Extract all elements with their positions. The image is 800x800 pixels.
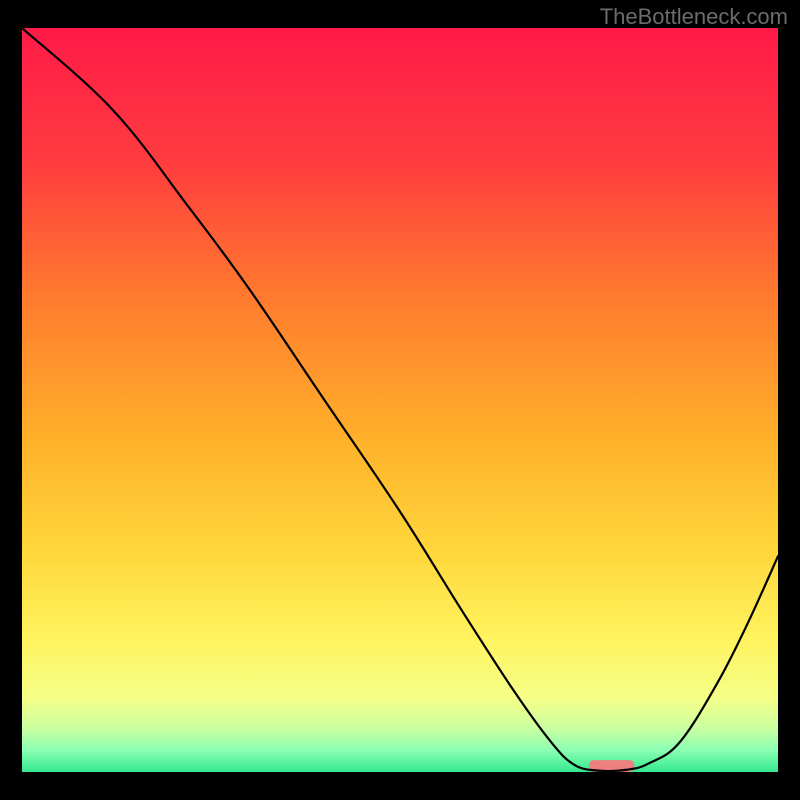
watermark-label: TheBottleneck.com xyxy=(600,4,788,30)
chart-background xyxy=(22,28,778,772)
